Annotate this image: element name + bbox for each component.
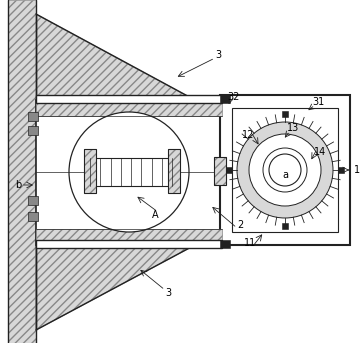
Bar (232, 108, 338, 232)
Text: a: a (282, 170, 288, 180)
Bar (220, 95, 350, 245)
Text: 14: 14 (314, 147, 326, 157)
Bar (28, 196, 38, 205)
Text: 12: 12 (242, 130, 254, 140)
Bar (214, 157, 226, 185)
Polygon shape (36, 245, 195, 330)
Bar (36, 95, 222, 103)
Bar (36, 100, 222, 245)
Bar (36, 240, 222, 248)
Text: 32: 32 (227, 92, 239, 102)
Circle shape (263, 148, 307, 192)
Bar (84, 149, 96, 193)
Circle shape (249, 134, 321, 206)
Circle shape (69, 112, 189, 232)
Bar (282, 223, 288, 229)
Bar (220, 240, 230, 248)
Bar (8, 0, 36, 343)
Bar (282, 111, 288, 117)
Bar (90, 158, 172, 186)
Text: 2: 2 (237, 220, 243, 230)
Bar (28, 112, 38, 121)
Circle shape (237, 122, 333, 218)
Bar (220, 95, 230, 103)
Bar (36, 229, 222, 245)
Bar (338, 167, 344, 173)
Text: 11: 11 (244, 238, 256, 248)
Bar (168, 149, 180, 193)
Text: A: A (152, 210, 158, 220)
Text: 3: 3 (165, 288, 171, 298)
Bar (28, 126, 38, 135)
Bar (214, 157, 226, 185)
Bar (28, 212, 38, 221)
Circle shape (269, 154, 301, 186)
Text: 31: 31 (312, 97, 324, 107)
Bar (226, 167, 232, 173)
Text: b: b (15, 180, 21, 190)
Bar (84, 149, 96, 193)
Text: 1: 1 (354, 165, 360, 175)
Text: 13: 13 (287, 123, 299, 133)
Bar (168, 149, 180, 193)
Polygon shape (36, 14, 195, 100)
Text: 3: 3 (215, 50, 221, 60)
Bar (36, 100, 222, 116)
